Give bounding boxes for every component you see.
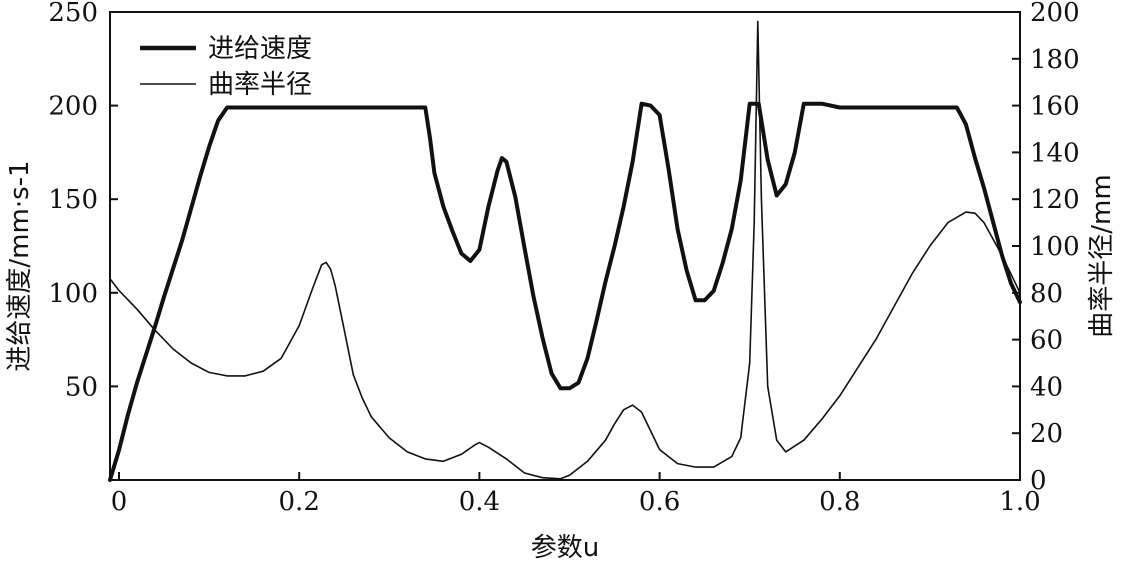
y2-tick-label: 40 bbox=[1030, 372, 1063, 402]
legend-label: 曲率半径 bbox=[208, 70, 312, 100]
legend-label: 进给速度 bbox=[208, 34, 312, 64]
x-tick-label: 0 bbox=[111, 487, 128, 517]
x-tick-label: 1.0 bbox=[999, 487, 1040, 517]
y2-tick-label: 160 bbox=[1030, 92, 1080, 122]
y-tick-label: 50 bbox=[65, 372, 98, 402]
y2-tick-label: 180 bbox=[1030, 45, 1080, 75]
y2-tick-label: 20 bbox=[1030, 419, 1063, 449]
series-line-feed-rate bbox=[108, 101, 1022, 482]
y2-tick-label: 140 bbox=[1030, 138, 1080, 168]
x-axis-title: 参数u bbox=[531, 533, 599, 561]
y2-tick-label: 0 bbox=[1030, 466, 1047, 496]
right-y-axis-title: 曲率半径/mm bbox=[1087, 174, 1117, 337]
series-layer bbox=[108, 20, 1022, 482]
x-tick-label: 0.6 bbox=[639, 487, 680, 517]
y2-tick-label: 100 bbox=[1030, 232, 1080, 262]
left-y-axis: 50 100 150 200 250 bbox=[48, 0, 118, 402]
x-tick-label: 0.8 bbox=[819, 487, 860, 517]
x-tick-label: 0.2 bbox=[279, 487, 320, 517]
x-tick-label: 0.4 bbox=[459, 487, 500, 517]
y-tick-label: 150 bbox=[48, 185, 98, 215]
y2-tick-label: 200 bbox=[1030, 0, 1080, 28]
series-line-curvature-radius bbox=[109, 20, 1021, 480]
y2-tick-label: 60 bbox=[1030, 326, 1063, 356]
y-tick-label: 200 bbox=[48, 92, 98, 122]
left-y-axis-title: 进给速度/mm·s-1 bbox=[5, 160, 35, 371]
y2-tick-label: 80 bbox=[1030, 279, 1063, 309]
y-tick-label: 250 bbox=[48, 0, 98, 28]
y2-tick-label: 120 bbox=[1030, 185, 1080, 215]
right-y-axis: 0 20 40 60 80 100 120 140 160 180 200 bbox=[1012, 0, 1080, 496]
y-tick-label: 100 bbox=[48, 279, 98, 309]
x-axis: 0 0.2 0.4 0.6 0.8 1.0 bbox=[111, 472, 1041, 517]
